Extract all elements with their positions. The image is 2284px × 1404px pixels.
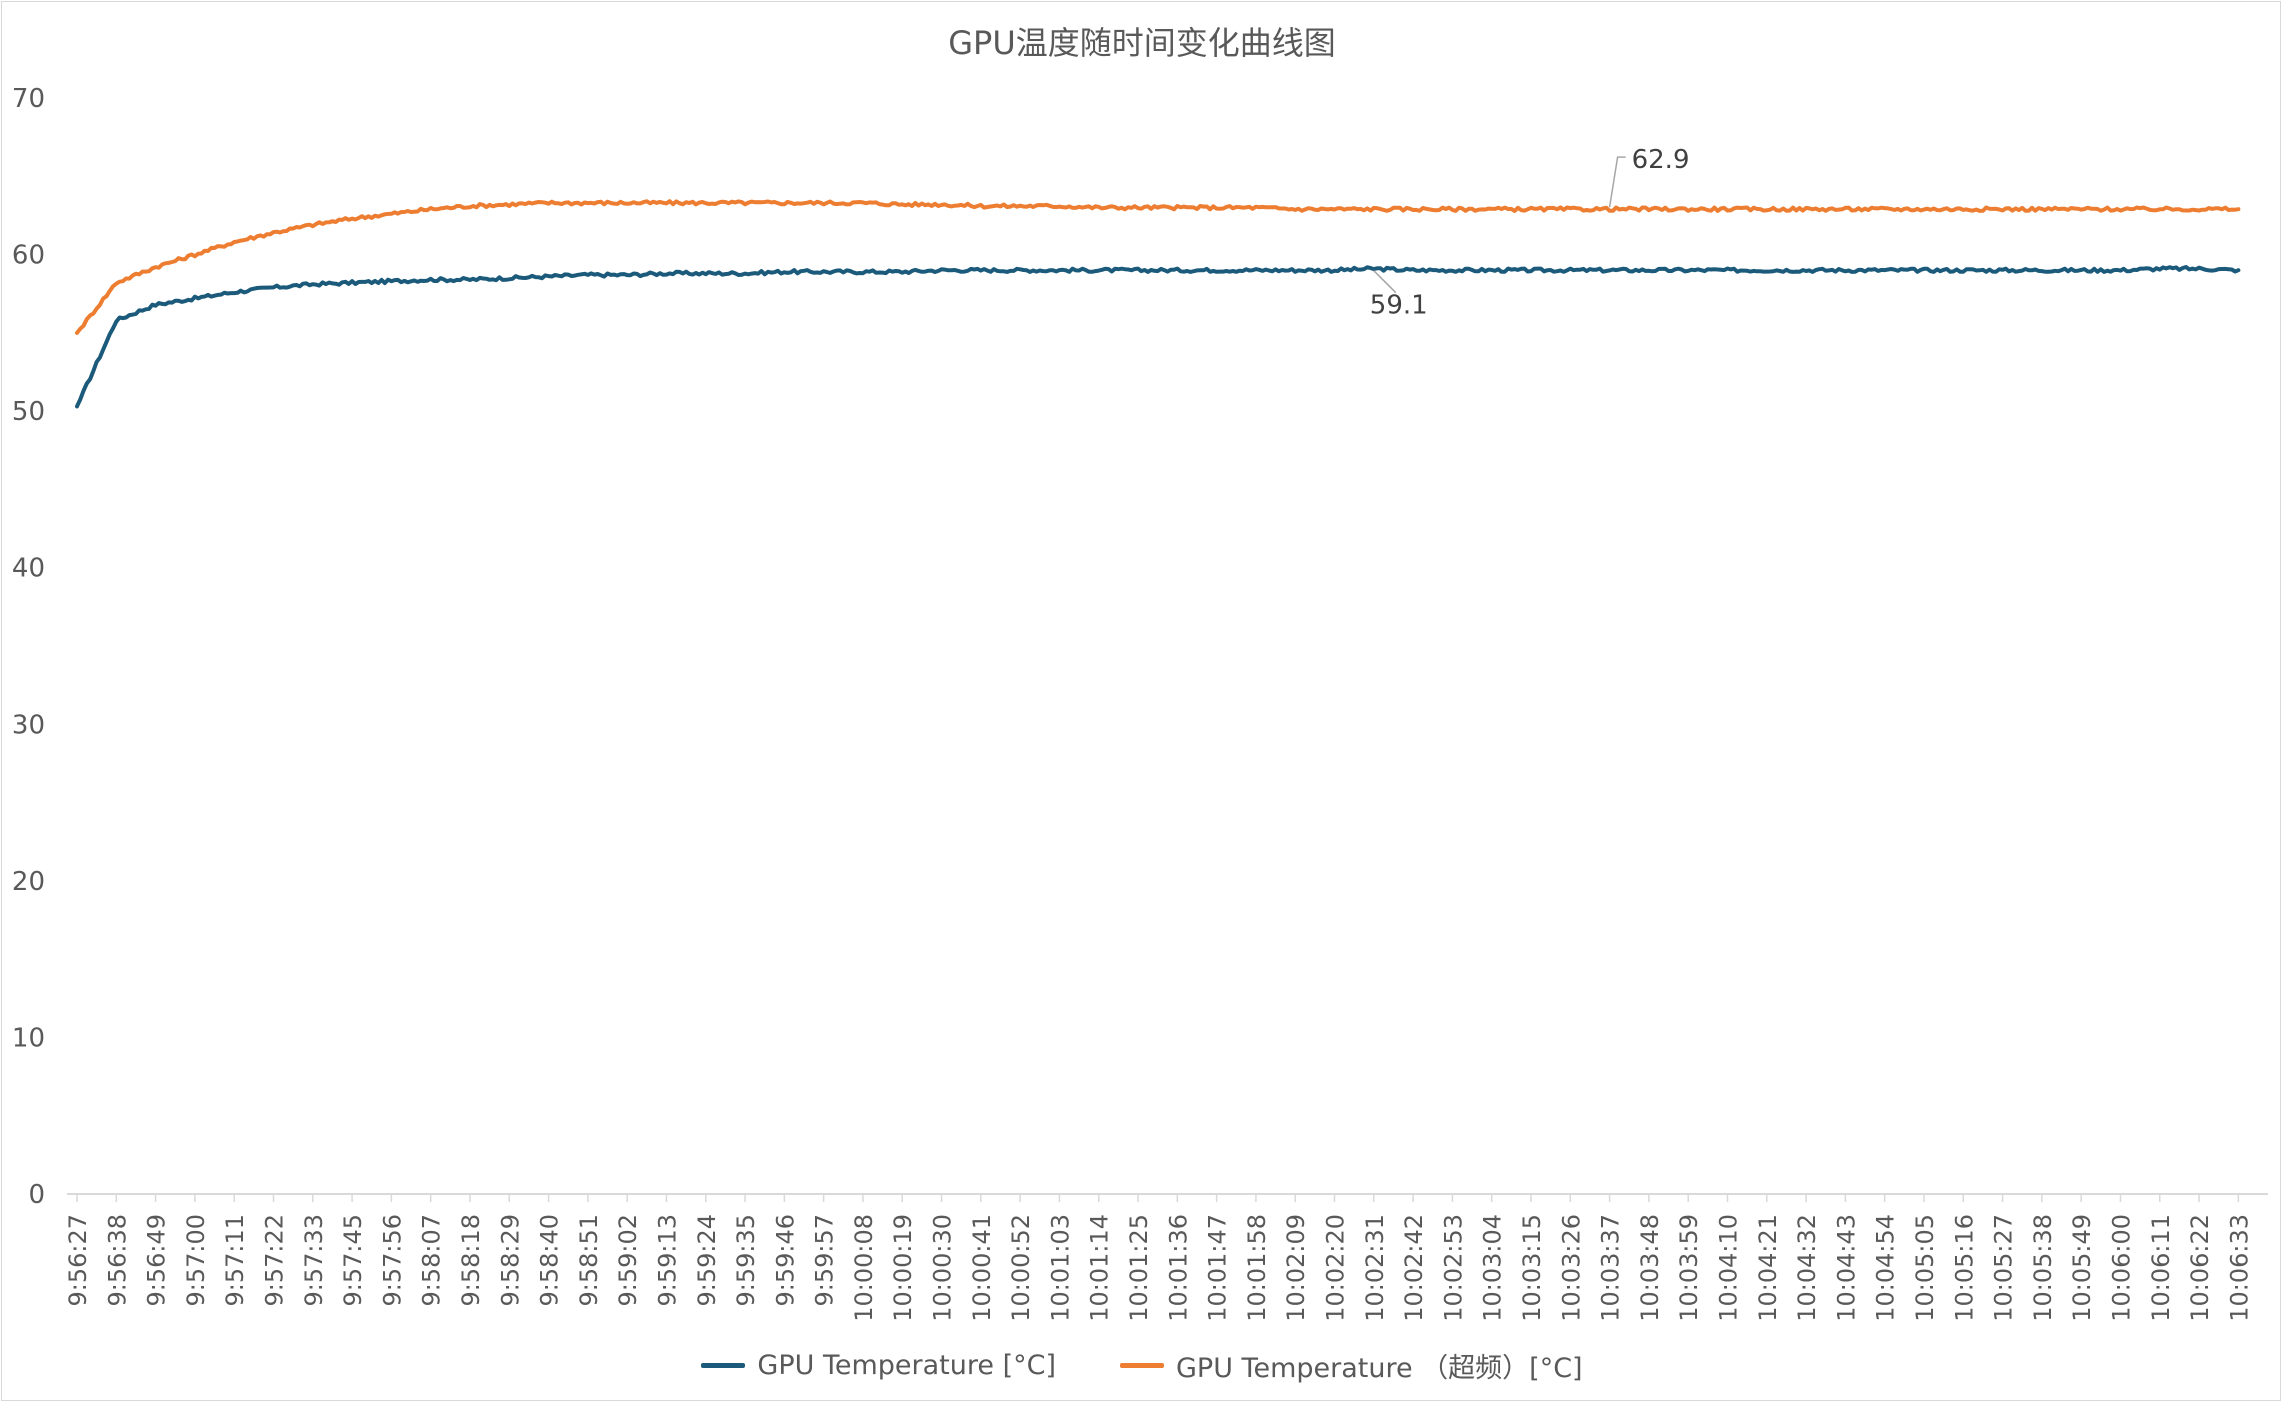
y-tick-label: 30 — [12, 710, 45, 740]
x-tick-label: 10:01:58 — [1243, 1214, 1271, 1322]
x-tick-label: 9:57:56 — [378, 1214, 406, 1307]
x-tick-label: 10:06:33 — [2225, 1214, 2253, 1322]
series-line-1 — [75, 265, 2241, 409]
y-tick-label: 70 — [12, 84, 45, 114]
x-tick-label: 10:04:32 — [1793, 1214, 1821, 1322]
x-tick-label: 9:59:46 — [771, 1214, 799, 1307]
y-tick-label: 0 — [28, 1180, 45, 1210]
x-tick-label: 9:57:33 — [300, 1214, 328, 1307]
x-tick-label: 9:58:29 — [496, 1214, 524, 1307]
y-tick-label: 10 — [12, 1023, 45, 1053]
x-tick-label: 9:57:11 — [221, 1214, 249, 1307]
x-tick-label: 9:59:24 — [693, 1214, 721, 1307]
x-tick-label: 10:05:16 — [1950, 1214, 1978, 1322]
x-tick-label: 10:04:10 — [1714, 1214, 1742, 1322]
series-group — [75, 199, 2241, 409]
series-line-2 — [75, 199, 2241, 335]
legend: GPU Temperature [°C] GPU Temperature （超频… — [0, 1346, 2284, 1385]
x-tick-label: 9:57:00 — [182, 1214, 210, 1307]
y-axis-labels: 0 10 20 30 40 50 60 70 — [12, 84, 45, 1210]
legend-item-series-1[interactable]: GPU Temperature [°C] — [701, 1346, 1056, 1385]
x-axis — [67, 1193, 2268, 1202]
x-tick-label: 10:02:42 — [1400, 1214, 1428, 1322]
data-label-leader-2 — [1608, 156, 1626, 208]
x-tick-label: 9:57:45 — [339, 1214, 367, 1307]
legend-label-series-1: GPU Temperature [°C] — [757, 1350, 1056, 1381]
x-tick-label: 9:56:27 — [64, 1214, 92, 1307]
x-tick-label: 10:01:03 — [1046, 1214, 1074, 1322]
x-tick-label: 9:56:38 — [103, 1214, 131, 1307]
x-tick-label: 9:59:57 — [811, 1214, 839, 1307]
x-tick-label: 10:02:09 — [1282, 1214, 1310, 1322]
x-tick-label: 10:02:20 — [1322, 1214, 1350, 1322]
x-tick-label: 9:59:35 — [732, 1214, 760, 1307]
data-label-2: 62.9 — [1632, 145, 1690, 175]
data-label-1: 59.1 — [1370, 291, 1428, 321]
x-tick-label: 10:03:04 — [1479, 1214, 1507, 1322]
x-axis-labels: 9:56:27 9:56:38 9:56:49 9:57:00 9:57:11 9:57:… — [64, 1214, 2253, 1322]
x-tick-label: 10:04:21 — [1754, 1214, 1782, 1322]
x-tick-label: 10:01:47 — [1204, 1214, 1232, 1322]
y-tick-label: 20 — [12, 867, 45, 897]
x-tick-label: 10:05:38 — [2029, 1214, 2057, 1322]
x-tick-label: 10:05:49 — [2068, 1214, 2096, 1322]
y-tick-label: 60 — [12, 241, 45, 271]
x-tick-label: 10:05:27 — [1990, 1214, 2018, 1322]
x-tick-label: 10:03:48 — [1636, 1214, 1664, 1322]
x-tick-label: 10:00:08 — [850, 1214, 878, 1322]
x-tick-label: 10:01:25 — [1125, 1214, 1153, 1322]
x-tick-label: 10:06:22 — [2186, 1214, 2214, 1322]
x-tick-label: 10:00:19 — [889, 1214, 917, 1322]
x-tick-label: 10:03:26 — [1557, 1214, 1585, 1322]
x-tick-label: 9:58:40 — [536, 1214, 564, 1307]
y-tick-label: 40 — [12, 554, 45, 584]
x-tick-label: 10:00:30 — [929, 1214, 957, 1322]
x-tick-label: 10:04:43 — [1832, 1214, 1860, 1322]
x-tick-label: 10:00:52 — [1007, 1214, 1035, 1322]
x-tick-label: 10:03:37 — [1597, 1214, 1625, 1322]
x-tick-label: 10:00:41 — [968, 1214, 996, 1322]
x-tick-label: 10:02:53 — [1439, 1214, 1467, 1322]
x-tick-label: 9:58:51 — [575, 1214, 603, 1307]
x-tick-label: 9:58:18 — [457, 1214, 485, 1307]
legend-item-series-2[interactable]: GPU Temperature （超频）[°C] — [1120, 1346, 1583, 1385]
y-tick-label: 50 — [12, 397, 45, 427]
x-tick-label: 10:05:05 — [1911, 1214, 1939, 1322]
legend-swatch-series-1 — [701, 1363, 746, 1368]
x-tick-label: 10:06:00 — [2107, 1214, 2135, 1322]
x-tick-label: 10:03:15 — [1518, 1214, 1546, 1322]
x-tick-label: 9:57:22 — [260, 1214, 288, 1307]
chart-title: GPU温度随时间变化曲线图 — [948, 24, 1336, 62]
x-tick-label: 10:01:36 — [1164, 1214, 1192, 1322]
x-tick-label: 10:06:11 — [2147, 1214, 2175, 1322]
x-tick-label: 10:04:54 — [1872, 1214, 1900, 1322]
x-tick-label: 9:58:07 — [418, 1214, 446, 1307]
data-label-leader-1 — [1373, 270, 1397, 294]
x-tick-label: 10:02:31 — [1361, 1214, 1389, 1322]
x-tick-label: 10:03:59 — [1675, 1214, 1703, 1322]
x-tick-label: 10:01:14 — [1086, 1214, 1114, 1322]
x-tick-label: 9:56:49 — [143, 1214, 171, 1307]
x-tick-label: 9:59:13 — [653, 1214, 681, 1307]
x-tick-label: 9:59:02 — [614, 1214, 642, 1307]
data-labels: 59.1 62.9 — [1370, 145, 1690, 320]
legend-label-series-2: GPU Temperature （超频）[°C] — [1176, 1353, 1583, 1384]
legend-swatch-series-2 — [1120, 1363, 1164, 1368]
